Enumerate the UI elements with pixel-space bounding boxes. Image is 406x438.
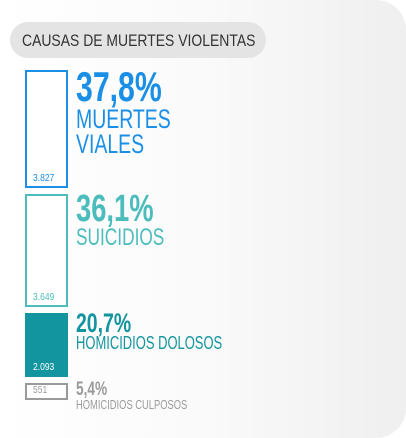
- count-label: 3.649: [33, 291, 55, 303]
- bar-segment: [25, 312, 68, 378]
- bar-segment: [25, 193, 68, 307]
- count-label: 2.093: [33, 362, 55, 374]
- category-label: HOMICIDIOS CULPOSOS: [76, 396, 188, 412]
- category-label: SUICIDIOS: [76, 223, 165, 251]
- category-label: MUERTES VIALES: [76, 103, 171, 160]
- percent-label: 36,1%: [76, 187, 154, 230]
- title-pill: [10, 22, 266, 58]
- chart-title: CAUSAS DE MUERTES VIOLENTAS: [22, 31, 256, 50]
- percent-label: 5,4%: [76, 379, 108, 401]
- percent-label: 37,8%: [76, 63, 162, 110]
- count-label: 3.827: [33, 172, 55, 184]
- percent-label: 20,7%: [76, 307, 132, 338]
- bar-segment: [25, 383, 68, 400]
- count-label: 551: [33, 385, 48, 396]
- category-label: HOMICIDIOS DOLOSOS: [76, 333, 223, 354]
- bar-segment: [25, 70, 68, 188]
